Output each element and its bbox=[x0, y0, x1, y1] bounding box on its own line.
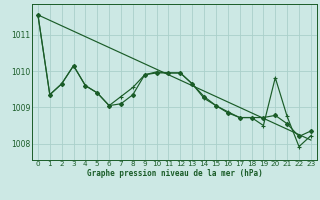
X-axis label: Graphe pression niveau de la mer (hPa): Graphe pression niveau de la mer (hPa) bbox=[86, 169, 262, 178]
